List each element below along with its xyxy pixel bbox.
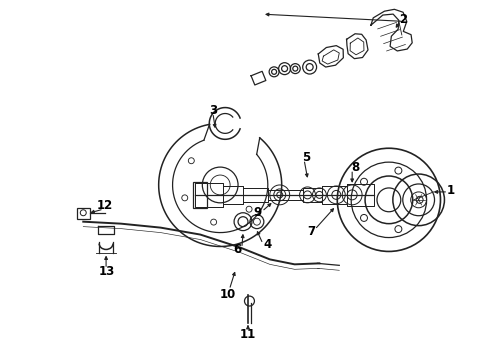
- Text: 4: 4: [264, 238, 272, 251]
- Text: 9: 9: [254, 206, 262, 219]
- Text: 2: 2: [399, 13, 407, 26]
- Text: 5: 5: [302, 151, 311, 164]
- Text: 10: 10: [220, 288, 236, 301]
- Bar: [77, 208, 90, 219]
- Text: 6: 6: [233, 243, 241, 256]
- Text: 3: 3: [209, 104, 217, 117]
- Bar: [194, 182, 207, 208]
- Text: 13: 13: [99, 265, 115, 278]
- Text: 11: 11: [240, 328, 256, 341]
- Text: 12: 12: [97, 199, 113, 212]
- Text: 8: 8: [351, 161, 359, 174]
- Text: 7: 7: [307, 225, 316, 238]
- Text: 1: 1: [446, 184, 454, 197]
